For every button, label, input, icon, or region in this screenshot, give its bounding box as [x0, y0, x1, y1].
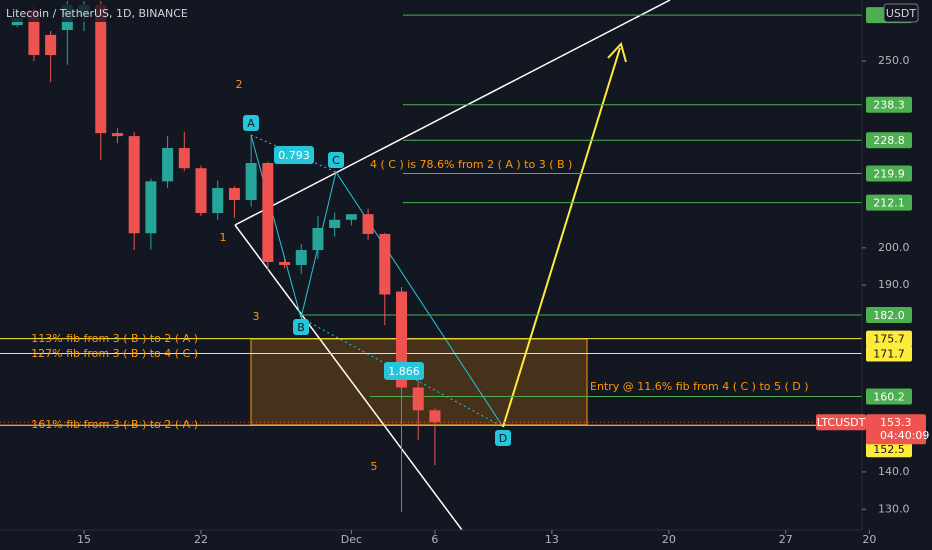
symbol-bg	[816, 414, 866, 431]
title-bg	[2, 4, 188, 22]
candle-body	[429, 410, 441, 423]
candle-body	[279, 261, 291, 265]
candle-body	[95, 5, 107, 134]
level-label: 160.2	[873, 390, 905, 403]
candle-body	[128, 136, 140, 234]
level-label-bg	[866, 330, 912, 347]
x-tick-label: 22	[194, 533, 208, 546]
annotation: Entry @ 11.6% fib from 4 ( C ) to 5 ( D …	[590, 380, 809, 393]
candle-body	[345, 214, 357, 220]
level-label: 171.7	[873, 348, 905, 361]
level-label-bg	[866, 345, 912, 362]
candle-body	[28, 9, 40, 56]
level-label-bg	[866, 96, 912, 113]
annotation: 4 ( C ) is 78.6% from 2 ( A ) to 3 ( B )	[370, 158, 572, 171]
x-tick-label: 20	[662, 533, 676, 546]
candle-body	[329, 219, 341, 229]
x-tick-label: 6	[431, 533, 438, 546]
point-badge	[293, 319, 309, 335]
candle-body	[312, 228, 324, 251]
x-tick-label: 20	[862, 533, 876, 546]
level-label-bg	[866, 388, 912, 405]
level-label-bg	[866, 132, 912, 149]
candle-body	[228, 188, 240, 200]
projection-arrow	[502, 47, 621, 428]
level-label: 175.7	[873, 333, 905, 346]
point-label: C	[332, 154, 340, 167]
x-tick-label: Dec	[341, 533, 362, 546]
wave-label: 2	[236, 78, 243, 91]
x-tick-label: 27	[779, 533, 793, 546]
point-badge	[495, 430, 511, 446]
ratio-badge	[274, 146, 314, 164]
candle-body	[45, 34, 57, 56]
point-label: B	[297, 321, 305, 334]
wave-label: 3	[253, 310, 260, 323]
level-label: 212.1	[873, 197, 905, 210]
y-tick-label: 250.0	[878, 54, 910, 67]
y-tick-label: 140.0	[878, 465, 910, 478]
level-label: 219.9	[873, 167, 905, 180]
candle-body	[145, 181, 157, 234]
candle-body	[212, 188, 224, 214]
wave-label: 5	[371, 460, 378, 473]
wedge-upper	[234, 0, 671, 226]
point-badge	[243, 115, 259, 131]
pattern-dotted	[300, 317, 504, 428]
ratio-label: 0.793	[278, 149, 310, 162]
entry-zone	[250, 338, 588, 426]
candle-body	[412, 387, 424, 411]
level-label: 182.0	[873, 309, 905, 322]
y-tick-label: 130.0	[878, 502, 910, 515]
x-tick-label: 15	[77, 533, 91, 546]
level-label-bg	[866, 165, 912, 182]
annotation: 113% fib from 3 ( B ) to 2 ( A )	[31, 332, 198, 345]
candle-body	[396, 291, 408, 388]
ratio-badge	[384, 362, 424, 380]
plot-area	[0, 0, 862, 530]
y-tick-label: 190.0	[878, 278, 910, 291]
candle-body	[111, 133, 123, 137]
annotation: 127% fib from 3 ( B ) to 4 ( C )	[31, 347, 198, 360]
candle-body	[295, 250, 307, 265]
price-axis	[862, 0, 932, 550]
candle-body	[362, 214, 374, 234]
point-label: A	[247, 117, 255, 130]
candle-body	[262, 163, 274, 262]
overlay: 238.3 228.8 219.9 212.1 182.0 175.7 171.7 160.2…	[31, 3, 929, 473]
candle-body	[379, 233, 391, 295]
arrow-head	[607, 42, 627, 63]
level-label: 152.5	[873, 443, 905, 456]
candle-body	[162, 148, 174, 182]
candle-body	[245, 163, 257, 200]
point-badge	[328, 152, 344, 168]
chart-title: Litecoin / TetherUS, 1D, BINANCE	[6, 7, 188, 20]
point-label: D	[499, 432, 507, 445]
level-label: 238.3	[873, 99, 905, 112]
candle-body	[178, 148, 190, 169]
wedge-lower	[234, 224, 463, 530]
y-tick-label: 200.0	[878, 241, 910, 254]
x-tick-label: 13	[545, 533, 559, 546]
level-label-bg	[866, 441, 912, 458]
countdown: 04:40:09	[880, 429, 929, 442]
currency-button	[883, 3, 919, 23]
last-price-bg	[866, 414, 926, 445]
symbol-label: LTCUSDT	[817, 416, 866, 429]
annotation: 161% fib from 3 ( B ) to 2 ( A )	[31, 418, 198, 431]
level-label: 228.8	[873, 134, 905, 147]
level-label-bg	[866, 307, 912, 324]
ratio-label: 1.866	[388, 365, 420, 378]
last-price-label: 153.3	[880, 416, 912, 429]
wave-label: 1	[220, 231, 227, 244]
level-label-bg	[866, 194, 912, 211]
candle-body	[195, 168, 207, 214]
currency-label: USDT	[886, 7, 917, 20]
